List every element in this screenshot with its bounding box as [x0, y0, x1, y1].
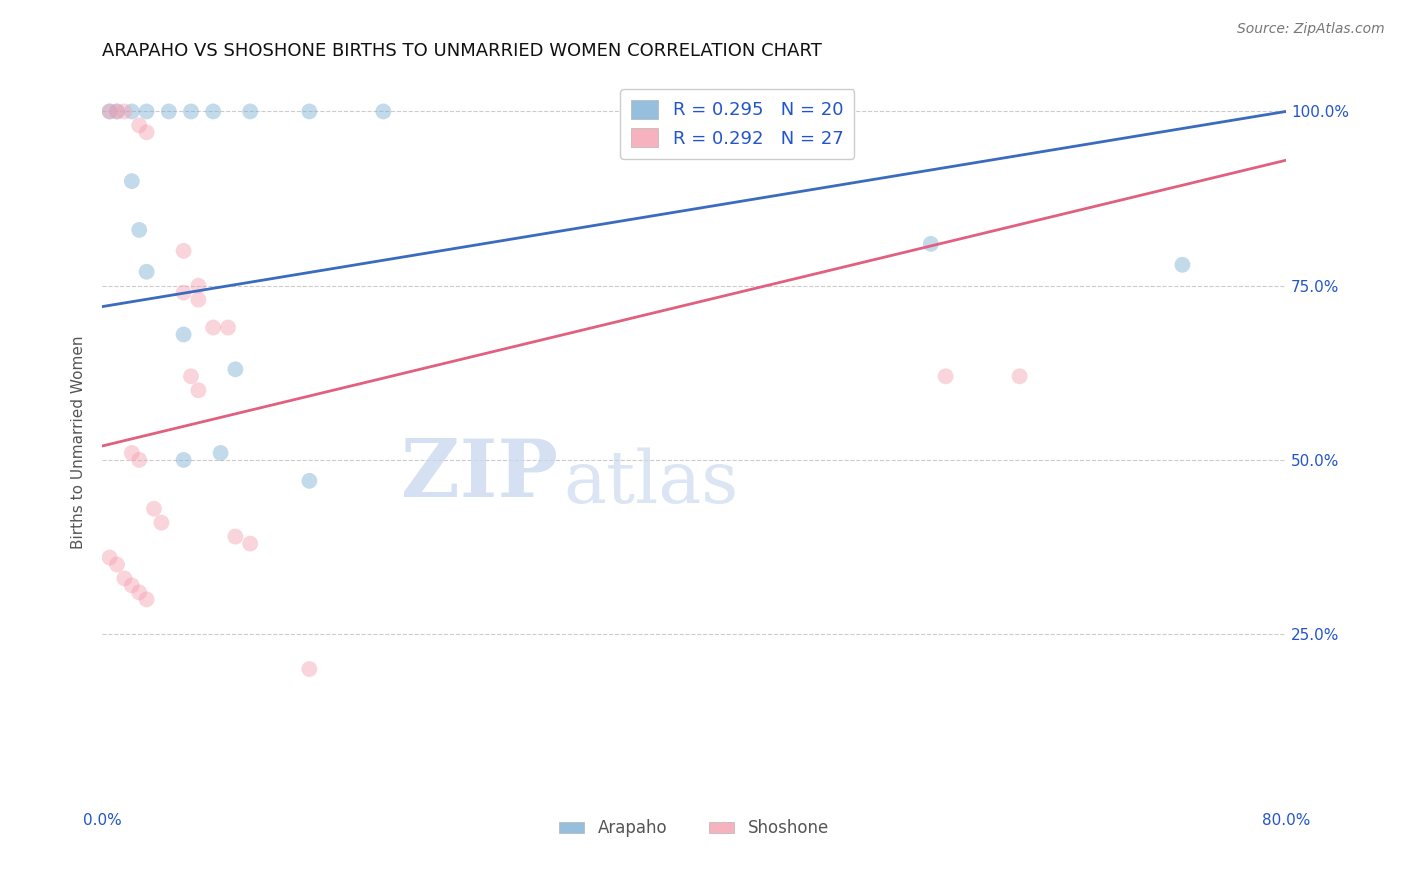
Point	[180, 104, 202, 119]
Point	[135, 104, 157, 119]
Point	[98, 550, 121, 565]
Point	[298, 662, 321, 676]
Point	[105, 104, 128, 119]
Point	[239, 536, 262, 550]
Point	[920, 236, 942, 251]
Point	[121, 104, 143, 119]
Text: Source: ZipAtlas.com: Source: ZipAtlas.com	[1237, 22, 1385, 37]
Point	[128, 223, 150, 237]
Point	[135, 125, 157, 139]
Point	[121, 174, 143, 188]
Point	[202, 104, 225, 119]
Point	[187, 293, 209, 307]
Point	[105, 558, 128, 572]
Point	[217, 320, 239, 334]
Point	[173, 244, 195, 258]
Point	[112, 571, 135, 585]
Point	[105, 104, 128, 119]
Point	[135, 592, 157, 607]
Point	[121, 578, 143, 592]
Point	[202, 320, 225, 334]
Point	[239, 104, 262, 119]
Text: atlas: atlas	[564, 448, 740, 518]
Point	[121, 446, 143, 460]
Point	[173, 285, 195, 300]
Point	[180, 369, 202, 384]
Point	[128, 585, 150, 599]
Point	[150, 516, 173, 530]
Point	[224, 362, 246, 376]
Point	[173, 453, 195, 467]
Point	[128, 119, 150, 133]
Point	[112, 104, 135, 119]
Y-axis label: Births to Unmarried Women: Births to Unmarried Women	[72, 335, 86, 549]
Point	[1008, 369, 1031, 384]
Text: ARAPAHO VS SHOSHONE BIRTHS TO UNMARRIED WOMEN CORRELATION CHART: ARAPAHO VS SHOSHONE BIRTHS TO UNMARRIED …	[103, 42, 823, 60]
Point	[298, 474, 321, 488]
Legend: Arapaho, Shoshone: Arapaho, Shoshone	[553, 813, 835, 844]
Point	[1171, 258, 1194, 272]
Point	[173, 327, 195, 342]
Point	[143, 501, 166, 516]
Point	[187, 383, 209, 397]
Point	[128, 453, 150, 467]
Point	[135, 265, 157, 279]
Point	[98, 104, 121, 119]
Point	[209, 446, 232, 460]
Point	[187, 278, 209, 293]
Point	[98, 104, 121, 119]
Text: ZIP: ZIP	[401, 436, 558, 515]
Point	[224, 530, 246, 544]
Point	[373, 104, 395, 119]
Point	[935, 369, 957, 384]
Point	[298, 104, 321, 119]
Point	[157, 104, 180, 119]
